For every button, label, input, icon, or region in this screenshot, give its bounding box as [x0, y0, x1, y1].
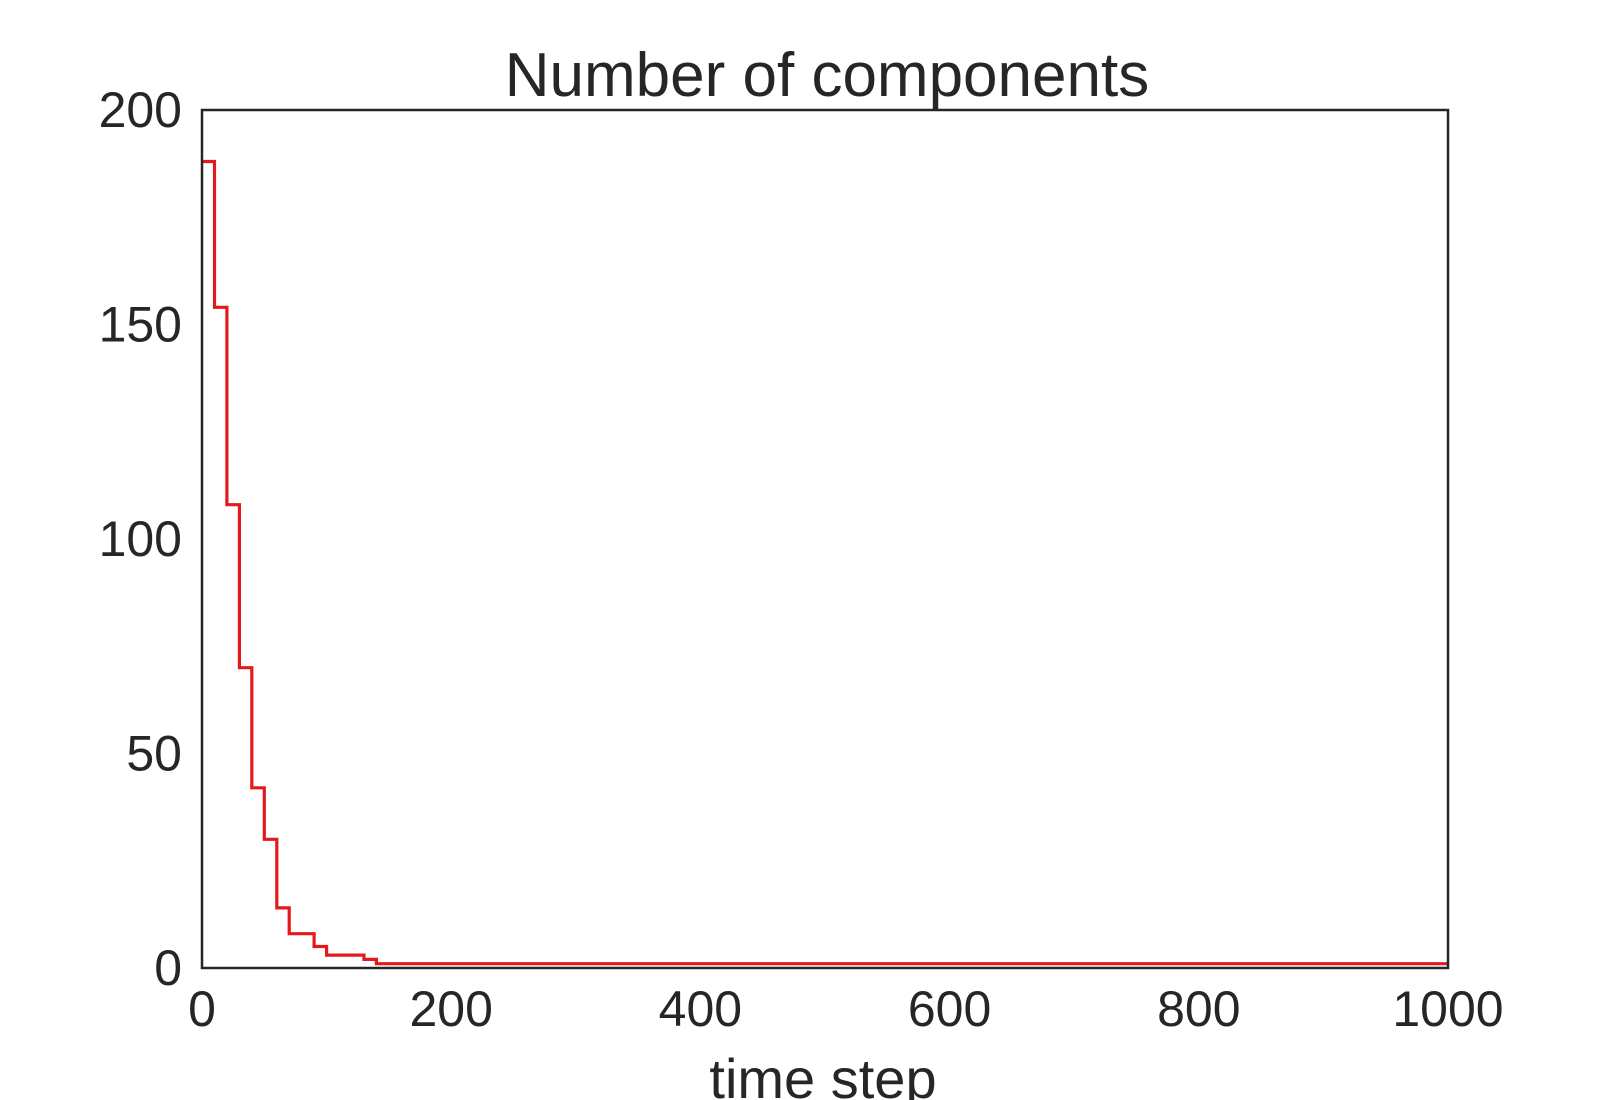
plot-area	[200, 108, 1450, 970]
chart-title: Number of components	[505, 41, 1149, 110]
x-axis-ticks: 0 200 400 600 800 1000	[188, 981, 1504, 1037]
y-tick-label: 150	[99, 297, 182, 353]
y-tick-label: 100	[99, 511, 182, 567]
y-tick-label: 0	[154, 940, 182, 996]
x-tick-label: 1000	[1392, 981, 1503, 1037]
x-tick-label: 800	[1157, 981, 1240, 1037]
x-tick-label: 600	[908, 981, 991, 1037]
y-tick-label: 200	[99, 82, 182, 138]
y-axis-ticks: 0 50 100 150 200	[99, 82, 182, 996]
x-axis-label: time step	[709, 1047, 936, 1100]
y-tick-label: 50	[126, 726, 182, 782]
x-tick-label: 200	[409, 981, 492, 1037]
x-tick-label: 0	[188, 981, 216, 1037]
axes-frame	[200, 108, 1450, 970]
series-line-1	[202, 159, 1448, 966]
x-tick-label: 400	[659, 981, 742, 1037]
